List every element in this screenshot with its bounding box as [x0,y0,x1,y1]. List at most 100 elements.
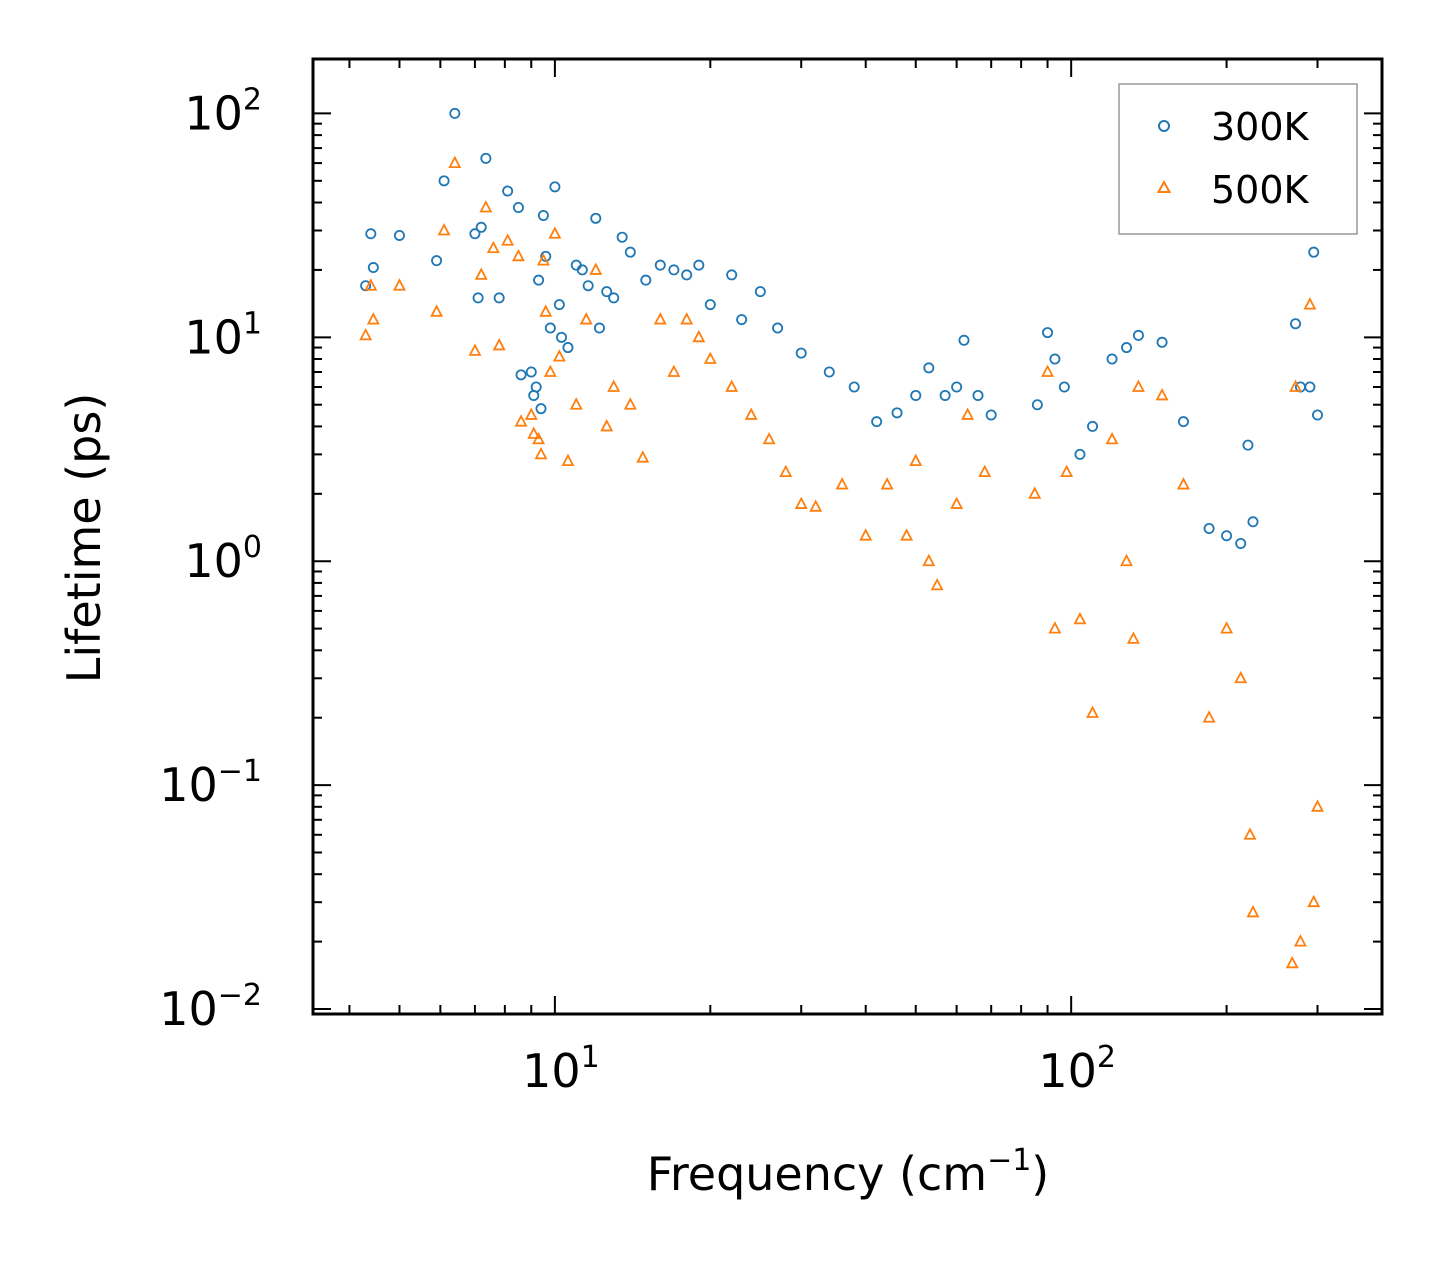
point-300k [1308,246,1320,258]
point-300k [910,389,922,401]
point-300k [1242,439,1254,451]
point-500k [511,248,525,262]
point-300k [365,228,377,240]
point-500k [1202,710,1216,723]
point-500k [859,528,873,541]
point-300k [537,209,549,221]
point-300k [985,409,997,421]
point-300k [951,381,963,393]
point-300k [972,389,984,401]
x-tick-label-10-exp: 1 [581,1040,600,1075]
point-300k [608,292,620,304]
point-500k [437,223,451,236]
y-tick-label-0.1-base: 10 [159,758,218,812]
point-300k [553,299,565,311]
x-axis-label-base: Frequency (cm [647,1147,987,1201]
point-500k [680,312,694,325]
y-tick-label-100-base: 10 [184,86,243,140]
point-300k [693,259,705,271]
point-300k [549,181,561,193]
point-500k [1120,553,1134,567]
legend-box [1118,83,1358,235]
point-500k [1285,955,1299,969]
point-500k [1289,379,1303,392]
point-300k [593,322,605,334]
point-300k [493,292,505,304]
point-500k [692,329,706,343]
series-300k [360,107,1323,549]
point-500k [501,233,515,246]
point-500k [930,577,944,591]
point-500k [1060,464,1074,478]
point-300k [1132,329,1144,341]
point-300k [1106,353,1118,365]
point-300k [772,322,784,334]
y-tick-label-0.1-exp: −1 [218,754,262,789]
point-300k [512,202,524,214]
point-500k [448,155,462,168]
point-300k [475,221,487,233]
point-300k [654,259,666,271]
point-500k [762,431,776,445]
x-tick-label-10-base: 10 [522,1044,581,1098]
point-300k [1311,409,1323,421]
point-500k [1086,705,1100,718]
point-500k [1311,799,1324,812]
point-500k [543,364,557,377]
point-500k [978,464,992,478]
point-300k [1221,530,1233,542]
point-300k [848,381,860,393]
point-300k [530,381,542,393]
point-500k [1234,670,1248,684]
point-300k [544,322,556,334]
point-300k [668,264,680,276]
point-300k [1074,448,1086,460]
point-500k [623,397,637,410]
legend: 300K 500K [1118,83,1358,235]
point-300k [736,314,748,326]
y-tick-label-10-exp: 1 [243,306,262,341]
point-500k [725,379,739,392]
point-300k [1156,336,1168,348]
point-300k [438,175,450,187]
point-500k [392,278,406,291]
point-500k [600,418,614,432]
point-500k [1303,297,1317,310]
point-300k [576,264,588,276]
point-300k [1042,327,1054,339]
point-500k [636,450,650,463]
point-500k [1220,621,1234,634]
point-300k [1290,318,1302,330]
point-300k [480,152,492,164]
point-500k [1028,486,1042,499]
point-300k [393,229,405,241]
point-500k [579,312,593,325]
point-500k [536,253,550,266]
point-500k [1293,934,1307,947]
point-500k [900,528,914,541]
y-tick-label-10: 101 [184,306,262,364]
point-300k [533,274,545,286]
point-300k [472,292,484,304]
x-axis-label: Frequency (cm−1) [647,1143,1050,1201]
x-axis-label-sup: −1 [987,1143,1031,1178]
point-500k [653,312,667,325]
point-500k [474,267,488,280]
point-300k [601,286,613,298]
point-300k [823,366,835,378]
series-500k [359,155,1324,969]
point-500k [468,343,482,356]
point-300k [502,185,514,197]
point-500k [607,379,621,392]
point-500k [1243,827,1257,840]
point-300k [590,212,602,224]
x-axis-label-tail: ) [1031,1147,1049,1201]
point-500k [835,477,849,490]
y-tick-label-0.01-base: 10 [159,982,218,1036]
point-300k [1304,381,1316,393]
legend-marker-500k [1156,179,1172,193]
point-300k [958,334,970,346]
point-500k [514,414,528,427]
scatter-series-layer [359,107,1324,969]
